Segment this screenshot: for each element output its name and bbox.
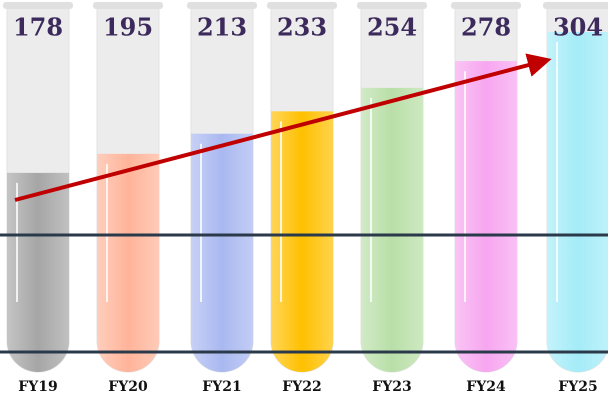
chart: 178 FY19 195 FY20 213 FY21 233 FY22 254 FY23 278 FY… [0,0,608,401]
category-label: FY25 [558,379,597,395]
value-label: 213 [197,13,247,42]
value-label: 195 [103,13,153,42]
value-label: 278 [461,13,511,42]
category-label: FY20 [108,379,148,395]
tube-rim [543,2,608,9]
tube-rim [451,2,521,9]
tube-rim [187,2,257,9]
category-label: FY19 [18,379,57,395]
value-label: 254 [367,13,417,42]
tube-rim [3,2,73,9]
tube-rim [93,2,163,9]
tube-rim [357,2,427,9]
value-label: 233 [277,13,327,42]
tube-rim [267,2,337,9]
value-label: 178 [13,13,63,42]
category-label: FY22 [282,379,321,395]
category-label: FY23 [372,379,411,395]
category-label: FY24 [466,379,506,395]
category-label: FY21 [202,379,241,395]
value-label: 304 [553,13,603,42]
